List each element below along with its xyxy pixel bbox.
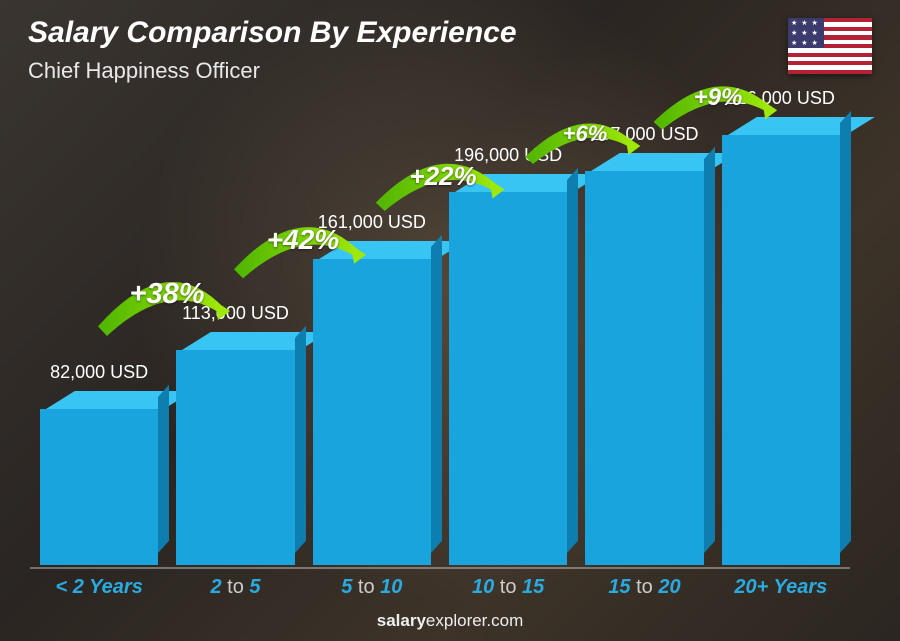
bar <box>449 192 567 565</box>
bar <box>585 171 703 565</box>
footer-brand-rest: explorer.com <box>426 611 523 630</box>
bar-slot: 207,000 USD15 to 20 <box>585 100 703 565</box>
chart-subtitle: Chief Happiness Officer <box>28 58 260 84</box>
footer-brand-bold: salary <box>377 611 426 630</box>
bar-category-label: 20+ Years <box>734 576 827 599</box>
bar-category-label: 5 to 10 <box>341 576 402 599</box>
chart-area: 82,000 USD< 2 Years113,000 USD2 to 5161,… <box>40 100 840 565</box>
bar-slot: 82,000 USD< 2 Years <box>40 100 158 565</box>
bar-value-label: 207,000 USD <box>564 124 724 145</box>
bar-value-label: 226,000 USD <box>701 88 861 109</box>
footer-attribution: salaryexplorer.com <box>0 611 900 631</box>
bar-value-label: 161,000 USD <box>292 212 452 233</box>
bar-value-label: 82,000 USD <box>19 362 179 383</box>
bar-value-label: 113,000 USD <box>155 303 315 324</box>
bar-category-label: 10 to 15 <box>472 576 544 599</box>
bar-category-label: < 2 Years <box>56 576 143 599</box>
bar <box>313 259 431 565</box>
bar-slot: 196,000 USD10 to 15 <box>449 100 567 565</box>
chart-canvas: Salary Comparison By Experience Chief Ha… <box>0 0 900 641</box>
bar-category-label: 15 to 20 <box>608 576 680 599</box>
us-flag-icon <box>788 18 872 74</box>
bar <box>722 135 840 565</box>
bars-container: 82,000 USD< 2 Years113,000 USD2 to 5161,… <box>40 100 840 565</box>
chart-title: Salary Comparison By Experience <box>28 16 517 50</box>
baseline-rule <box>30 567 850 569</box>
bar-slot: 226,000 USD20+ Years <box>722 100 840 565</box>
bar-value-label: 196,000 USD <box>428 145 588 166</box>
bar-category-label: 2 to 5 <box>210 576 260 599</box>
bar <box>176 350 294 565</box>
bar-slot: 113,000 USD2 to 5 <box>176 100 294 565</box>
bar-slot: 161,000 USD5 to 10 <box>313 100 431 565</box>
bar <box>40 409 158 565</box>
